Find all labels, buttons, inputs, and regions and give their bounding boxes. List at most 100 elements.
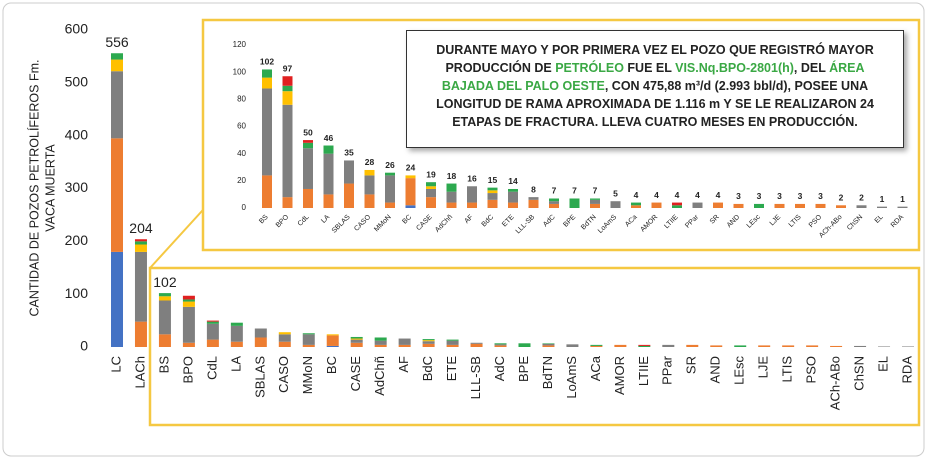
bar-segment xyxy=(134,321,147,347)
bar-segment xyxy=(158,293,171,297)
bar-segment xyxy=(836,205,846,208)
x-tick-label: BPE xyxy=(516,356,531,382)
bar-segment xyxy=(549,201,559,204)
bar-segment xyxy=(470,342,483,344)
bar-segment xyxy=(326,345,339,347)
bar-segment xyxy=(806,345,819,347)
bar-segment xyxy=(206,320,219,322)
bar-segment xyxy=(158,296,171,301)
x-tick-label: LJE xyxy=(756,356,771,379)
bar-segment xyxy=(303,140,313,143)
bar-segment xyxy=(344,183,354,208)
x-tick-label: SBLAS xyxy=(252,356,267,398)
bar-segment xyxy=(614,344,627,347)
x-tick-label: AF xyxy=(463,214,474,225)
bar-segment xyxy=(426,188,436,198)
bar-segment xyxy=(350,342,363,347)
bar-segment xyxy=(374,344,387,347)
data-label: 2 xyxy=(839,193,844,203)
bar-segment xyxy=(528,199,539,208)
bar-segment xyxy=(508,202,518,208)
bar-segment xyxy=(638,345,651,347)
bar-segment xyxy=(111,53,123,60)
bar-segment xyxy=(733,203,744,208)
x-tick-label: ACa xyxy=(588,355,603,381)
x-tick-label: BPO xyxy=(180,356,195,383)
bar-segment xyxy=(590,198,600,200)
bar-segment xyxy=(494,343,507,345)
bar-segment xyxy=(262,69,272,78)
data-label: 26 xyxy=(385,160,395,170)
x-tick-label: LC xyxy=(108,356,123,373)
annotation-highlight: PETRÓLEO xyxy=(555,61,624,75)
bar-segment xyxy=(302,344,315,347)
y-tick-label: 600 xyxy=(65,21,89,37)
x-tick-label: RDA xyxy=(899,356,914,384)
bar-segment xyxy=(302,334,315,345)
x-tick-label: BS xyxy=(258,214,270,226)
bar-segment xyxy=(206,323,219,340)
x-tick-label: LTIS xyxy=(780,356,795,383)
annotation: DURANTE MAYO Y POR PRIMERA VEZ EL POZO Q… xyxy=(406,30,904,148)
bar-segment xyxy=(830,345,843,347)
bar-segment xyxy=(590,345,603,347)
y-tick-label: 0 xyxy=(242,203,247,212)
x-tick-label: AdC xyxy=(492,356,507,381)
bar-segment xyxy=(350,339,363,343)
bar-segment xyxy=(631,202,641,206)
bar-segment xyxy=(111,71,123,139)
bar-segment xyxy=(326,335,339,346)
data-label: 4 xyxy=(695,190,700,200)
bar-segment xyxy=(405,175,416,179)
bar-segment xyxy=(158,300,171,335)
bar-segment xyxy=(569,198,580,208)
bar-segment xyxy=(111,59,123,72)
x-tick-label: CdL xyxy=(204,356,219,380)
data-label: 4 xyxy=(716,190,721,200)
annotation-text: , CON 475,88 m³/d (2.993 bbl/d), POSEE U… xyxy=(436,79,874,129)
x-tick-label: LTIIE xyxy=(636,356,651,386)
bar-segment xyxy=(303,148,313,189)
bar-segment xyxy=(134,244,147,252)
bar-segment xyxy=(262,88,272,176)
bar-segment xyxy=(182,295,195,300)
data-label: 24 xyxy=(406,163,416,173)
x-tick-label: LA xyxy=(228,356,243,372)
bar-segment xyxy=(422,341,435,344)
x-tick-label: BdC xyxy=(420,356,435,381)
bar-segment xyxy=(549,198,559,202)
bar-segment xyxy=(590,199,600,204)
bar-segment xyxy=(364,194,375,208)
data-label: 97 xyxy=(283,63,293,73)
bar-segment xyxy=(344,160,354,184)
bar-segment xyxy=(638,344,651,346)
y-tick-label: 60 xyxy=(237,122,246,131)
bar-segment xyxy=(374,340,387,345)
bar-segment xyxy=(549,203,559,208)
x-tick-label: LoAmS xyxy=(564,356,579,399)
bar-segment xyxy=(206,339,219,347)
data-label: 28 xyxy=(365,157,375,167)
bar-segment xyxy=(282,76,293,86)
data-label: 14 xyxy=(508,176,518,186)
x-tick-label: LA xyxy=(320,214,331,225)
bar-segment xyxy=(134,251,147,322)
bar-segment xyxy=(854,345,867,347)
x-tick-label: LEsc xyxy=(732,356,747,385)
bar-segment xyxy=(713,202,723,208)
bar-segment xyxy=(774,203,785,208)
bar-segment xyxy=(494,344,507,346)
bar-segment xyxy=(303,142,313,149)
data-label: 3 xyxy=(798,191,803,201)
bar-segment xyxy=(487,190,498,194)
x-tick-label: PSO xyxy=(804,356,819,383)
bar-segment xyxy=(542,343,555,346)
x-tick-label: SR xyxy=(684,356,699,374)
bar-segment xyxy=(446,183,457,192)
bar-segment xyxy=(528,197,539,200)
y-tick-label: 500 xyxy=(65,74,89,90)
bar-segment xyxy=(405,178,416,206)
x-tick-label: CASO xyxy=(276,356,291,393)
bar-segment xyxy=(182,301,195,307)
y-tick-label: 100 xyxy=(65,285,89,301)
